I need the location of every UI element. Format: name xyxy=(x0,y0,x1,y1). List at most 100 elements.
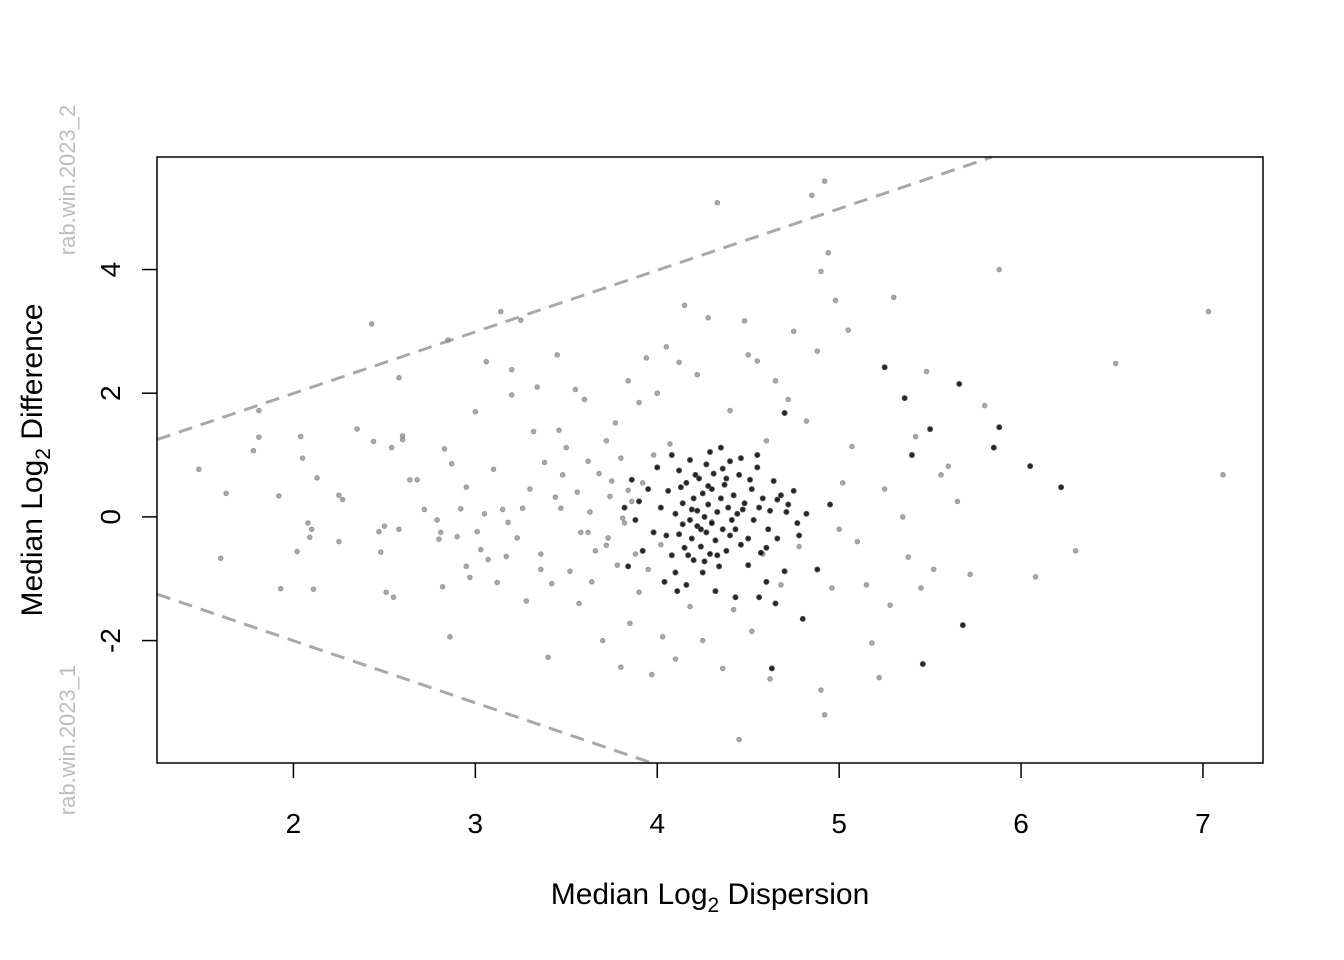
data-point-dark xyxy=(683,581,690,588)
data-point xyxy=(276,493,282,499)
data-point-dark xyxy=(745,535,752,542)
data-point xyxy=(463,484,470,491)
data-point-dark xyxy=(765,526,772,533)
data-point xyxy=(818,687,824,693)
data-point xyxy=(481,510,488,517)
data-point-dark xyxy=(708,520,715,527)
data-point-dark xyxy=(701,558,708,565)
data-points xyxy=(196,178,1226,743)
data-point-dark xyxy=(699,569,706,576)
x-tick-label: 3 xyxy=(468,808,484,839)
data-point xyxy=(900,514,906,520)
data-point xyxy=(778,582,784,588)
data-point xyxy=(667,441,673,447)
data-point xyxy=(923,368,930,375)
data-point-dark xyxy=(654,464,661,471)
data-point xyxy=(890,294,897,301)
data-point-dark xyxy=(712,588,719,595)
data-point xyxy=(676,359,682,366)
data-point xyxy=(538,566,544,573)
data-point-dark xyxy=(739,506,746,513)
data-point xyxy=(719,665,726,672)
data-point-dark xyxy=(732,594,739,601)
data-point xyxy=(736,736,742,743)
data-point xyxy=(681,302,688,309)
data-point xyxy=(498,308,504,315)
data-point-dark xyxy=(621,504,628,511)
data-point-dark xyxy=(683,479,690,486)
data-point-dark xyxy=(785,501,792,508)
data-point xyxy=(654,390,661,397)
data-point xyxy=(832,297,839,304)
data-point xyxy=(636,399,642,406)
data-point xyxy=(619,515,626,521)
data-point-dark xyxy=(781,410,788,417)
data-point xyxy=(603,542,610,549)
upper-group-label: rab.win.2023_2 xyxy=(55,105,80,255)
data-point xyxy=(490,466,497,473)
data-point xyxy=(954,498,961,505)
data-point xyxy=(639,480,646,486)
data-point xyxy=(849,443,855,450)
data-point xyxy=(663,344,670,350)
data-point xyxy=(741,318,748,324)
data-point-dark xyxy=(697,526,704,533)
data-point xyxy=(548,580,555,587)
data-point xyxy=(632,551,639,557)
data-point xyxy=(370,438,377,445)
data-point xyxy=(508,366,515,373)
data-point xyxy=(648,671,655,678)
data-point-dark xyxy=(717,444,724,451)
data-point xyxy=(714,199,721,206)
data-point xyxy=(772,378,779,384)
data-point xyxy=(790,328,797,335)
data-point-dark xyxy=(636,498,643,505)
data-point-dark xyxy=(690,557,697,564)
data-point xyxy=(381,523,388,529)
data-point xyxy=(628,498,635,505)
data-point xyxy=(563,444,570,451)
data-point-dark xyxy=(672,569,679,576)
data-point xyxy=(217,555,224,562)
data-point xyxy=(705,314,711,321)
data-point-dark xyxy=(996,424,1003,431)
data-point xyxy=(310,586,317,593)
data-point xyxy=(659,634,666,640)
data-point xyxy=(277,585,284,592)
data-point-dark xyxy=(754,452,761,459)
plot-area-frame xyxy=(156,156,1264,764)
data-point xyxy=(981,402,988,409)
data-point-dark xyxy=(668,552,675,559)
data-point-dark xyxy=(908,452,915,459)
data-point xyxy=(377,549,384,555)
data-point-dark xyxy=(763,578,770,585)
data-point-dark xyxy=(814,566,821,573)
data-point xyxy=(658,541,664,548)
data-point xyxy=(621,520,628,526)
data-point-dark xyxy=(714,508,721,515)
data-point-dark xyxy=(710,470,717,477)
data-point xyxy=(407,476,413,483)
data-point xyxy=(541,459,548,466)
data-point xyxy=(785,396,792,403)
data-point-dark xyxy=(737,455,744,462)
data-point-dark xyxy=(748,486,755,493)
data-point-dark xyxy=(721,481,728,488)
data-point-dark xyxy=(774,496,781,503)
data-point-dark xyxy=(676,467,683,474)
x-axis: 2 3 4 5 6 7 xyxy=(286,763,1211,839)
data-point-dark xyxy=(772,600,779,607)
data-point-dark xyxy=(699,490,706,497)
data-point xyxy=(307,534,313,541)
data-point-dark xyxy=(741,500,748,507)
data-point-dark xyxy=(732,526,739,533)
y-axis: -2 0 2 4 xyxy=(95,262,157,653)
data-point-dark xyxy=(657,504,664,511)
data-point xyxy=(699,637,706,644)
data-point-dark xyxy=(756,594,763,601)
data-point xyxy=(538,551,544,557)
data-point xyxy=(530,428,537,435)
x-axis-title: Median Log2 Dispersion xyxy=(551,878,870,917)
data-point xyxy=(912,433,919,440)
